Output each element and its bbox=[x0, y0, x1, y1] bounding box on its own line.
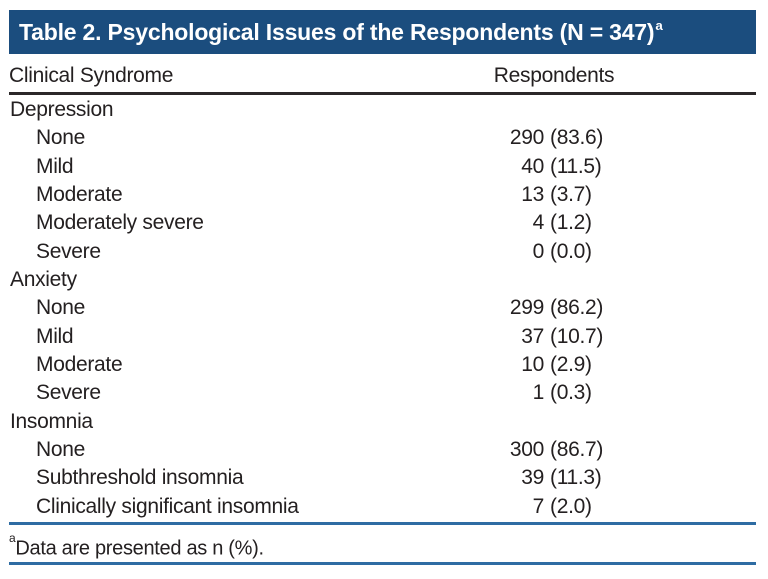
row-label: Severe bbox=[36, 239, 101, 263]
row-label: Depression bbox=[10, 98, 114, 121]
row-count: 4 bbox=[532, 211, 545, 235]
row-value: 39 (11.3) bbox=[449, 464, 602, 492]
table-title-superscript: a bbox=[655, 17, 663, 33]
footnote-top-rule bbox=[9, 522, 756, 525]
row-percent: (10.7) bbox=[550, 324, 604, 348]
table-body: Depression None 290 (83.6) Mild 40 (11.5) Moder… bbox=[9, 96, 756, 521]
table-row: Mild 40 (11.5) bbox=[9, 153, 756, 181]
row-percent: (2.9) bbox=[550, 353, 592, 377]
row-percent: (83.6) bbox=[550, 126, 604, 150]
row-label: Severe bbox=[36, 381, 101, 405]
table-row: None 299 (86.2) bbox=[9, 294, 756, 322]
row-percent: (86.7) bbox=[550, 438, 604, 462]
table-row: None 290 (83.6) bbox=[9, 124, 756, 152]
row-percent: (1.2) bbox=[550, 211, 592, 235]
table-row: Subthreshold insomnia 39 (11.3) bbox=[9, 464, 756, 492]
row-percent: (0.3) bbox=[550, 381, 592, 405]
table-row: Severe 0 (0.0) bbox=[9, 238, 756, 266]
row-value: 7 (2.0) bbox=[449, 493, 592, 521]
row-label: None bbox=[36, 126, 86, 150]
row-count: 1 bbox=[532, 381, 545, 405]
header-rule bbox=[9, 92, 756, 95]
row-label: Mild bbox=[36, 154, 74, 178]
row-value: 0 (0.0) bbox=[449, 238, 592, 266]
table-row: Anxiety bbox=[9, 266, 756, 294]
row-value: 13 (3.7) bbox=[449, 181, 592, 209]
row-percent: (0.0) bbox=[550, 239, 592, 263]
column-header-respondents: Respondents bbox=[493, 64, 615, 87]
table-title-bar: Table 2. Psychological Issues of the Res… bbox=[9, 10, 756, 54]
table-row: Insomnia bbox=[9, 408, 756, 436]
row-label: Moderately severe bbox=[36, 211, 204, 235]
table-row: Clinically significant insomnia 7 (2.0) bbox=[9, 493, 756, 521]
row-value: 37 (10.7) bbox=[449, 323, 603, 351]
row-count: 300 bbox=[509, 438, 544, 462]
row-percent: (3.7) bbox=[550, 183, 592, 207]
row-percent: (86.2) bbox=[550, 296, 604, 320]
row-count: 299 bbox=[509, 296, 544, 320]
footnote-superscript: a bbox=[9, 530, 16, 545]
row-count: 290 bbox=[509, 126, 544, 150]
row-label: Anxiety bbox=[10, 268, 77, 292]
table-row: Mild 37 (10.7) bbox=[9, 323, 756, 351]
row-count: 37 bbox=[521, 324, 544, 348]
row-count: 13 bbox=[521, 183, 544, 207]
bottom-rule bbox=[9, 562, 756, 565]
table-row: Moderate 13 (3.7) bbox=[9, 181, 756, 209]
table-row: Moderately severe 4 (1.2) bbox=[9, 209, 756, 237]
table-row: Moderate 10 (2.9) bbox=[9, 351, 756, 379]
row-count: 10 bbox=[521, 353, 544, 377]
table-row: Depression bbox=[9, 96, 756, 124]
footnote-text: Data are presented as n (%). bbox=[15, 537, 264, 560]
row-label: Mild bbox=[36, 324, 74, 348]
row-count: 7 bbox=[532, 494, 545, 518]
table-title: Table 2. Psychological Issues of the Res… bbox=[19, 17, 663, 45]
row-label: Moderate bbox=[36, 183, 123, 207]
row-value: 1 (0.3) bbox=[449, 379, 592, 407]
row-label: Subthreshold insomnia bbox=[36, 466, 244, 490]
row-value: 40 (11.5) bbox=[449, 153, 602, 181]
row-value: 300 (86.7) bbox=[449, 436, 604, 464]
row-count: 0 bbox=[532, 239, 545, 263]
row-value: 299 (86.2) bbox=[449, 294, 604, 322]
row-value: 290 (83.6) bbox=[449, 124, 604, 152]
row-count: 39 bbox=[521, 466, 544, 490]
column-header-clinical-syndrome: Clinical Syndrome bbox=[9, 64, 174, 87]
row-value: 10 (2.9) bbox=[449, 351, 592, 379]
footnote: aData are presented as n (%). bbox=[9, 528, 756, 560]
row-percent: (2.0) bbox=[550, 494, 592, 518]
row-percent: (11.3) bbox=[550, 466, 602, 490]
row-label: Insomnia bbox=[10, 409, 93, 433]
table-row: Severe 1 (0.3) bbox=[9, 379, 756, 407]
column-header-row: Clinical Syndrome Respondents bbox=[9, 60, 756, 92]
row-label: Clinically significant insomnia bbox=[36, 494, 299, 518]
row-count: 40 bbox=[521, 154, 544, 178]
row-label: None bbox=[36, 296, 86, 320]
row-percent: (11.5) bbox=[550, 154, 602, 178]
row-label: Moderate bbox=[36, 353, 123, 377]
row-value: 4 (1.2) bbox=[449, 209, 592, 237]
row-label: None bbox=[36, 438, 86, 462]
table-row: None 300 (86.7) bbox=[9, 436, 756, 464]
